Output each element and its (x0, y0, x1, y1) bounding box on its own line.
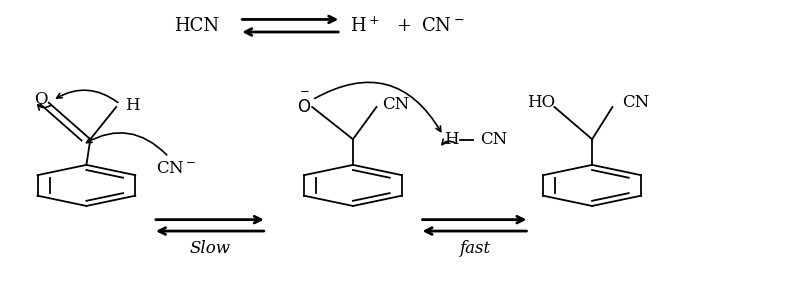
Text: H: H (125, 97, 139, 114)
FancyArrowPatch shape (38, 105, 50, 110)
Text: CN: CN (622, 94, 650, 111)
Text: H$^+$: H$^+$ (350, 16, 379, 36)
Text: H: H (444, 131, 458, 148)
Text: O: O (34, 91, 48, 108)
Text: CN$^-$: CN$^-$ (157, 160, 197, 177)
Text: CN$^-$: CN$^-$ (422, 17, 465, 35)
Text: fast: fast (459, 240, 490, 257)
Text: HCN: HCN (174, 17, 218, 35)
Text: $\overset{-}{\mathrm{O}}$: $\overset{-}{\mathrm{O}}$ (298, 92, 311, 117)
Text: Slow: Slow (190, 240, 230, 257)
FancyArrowPatch shape (314, 82, 441, 132)
FancyArrowPatch shape (442, 139, 454, 145)
Text: +: + (397, 17, 411, 35)
FancyArrowPatch shape (57, 90, 118, 102)
Text: CN: CN (481, 131, 508, 148)
Text: HO: HO (527, 94, 555, 111)
FancyArrowPatch shape (86, 133, 166, 155)
Text: CN: CN (382, 96, 410, 113)
